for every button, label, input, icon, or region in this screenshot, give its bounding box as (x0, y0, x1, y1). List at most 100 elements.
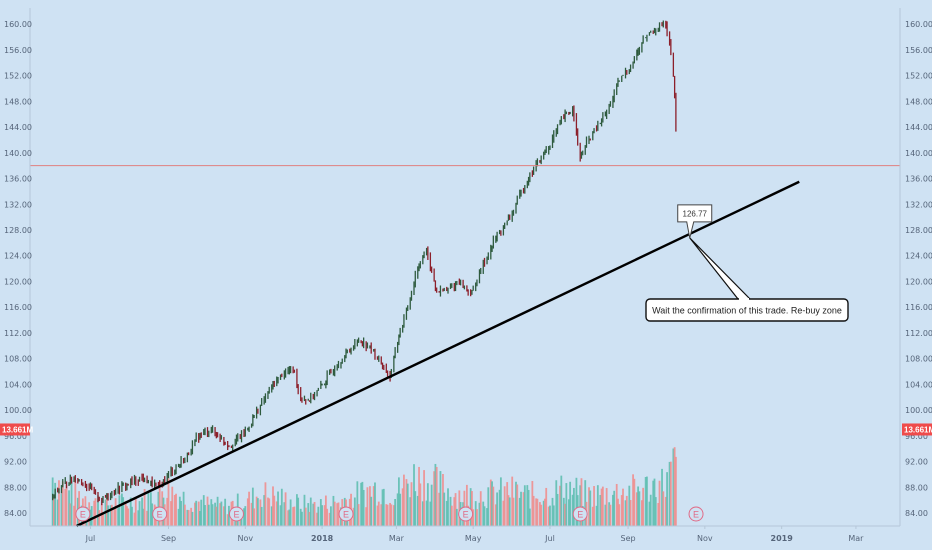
volume-bar (511, 476, 514, 526)
volume-bar (523, 485, 526, 526)
volume-bar (94, 498, 97, 526)
volume-bar (390, 504, 393, 526)
price-tick-left: 112.00 (4, 329, 32, 338)
price-tick-left: 88.00 (4, 483, 27, 492)
volume-bar (669, 461, 672, 526)
time-tick-label: Mar (389, 534, 405, 543)
volume-bar (202, 495, 205, 526)
volume-bar (288, 509, 291, 526)
volume-bar (579, 485, 582, 526)
volume-bar (113, 508, 116, 526)
volume-bar (381, 489, 384, 526)
price-tick-right: 96.00 (905, 432, 928, 441)
volume-bar (573, 487, 575, 526)
price-tick-left: 144.00 (4, 123, 32, 132)
volume-bar (588, 487, 590, 526)
volume-bar (357, 504, 360, 526)
volume-bar (195, 500, 198, 526)
volume-bar (649, 494, 652, 526)
volume-bar (434, 463, 437, 526)
volume-bar (206, 496, 209, 526)
volume-bar (190, 507, 193, 526)
earnings-marker (688, 506, 704, 522)
volume-bar (74, 481, 77, 526)
volume-bar (520, 491, 522, 526)
volume-bar (336, 503, 339, 526)
earnings-marker (458, 506, 474, 522)
volume-bar (435, 466, 438, 526)
volume-bar (277, 491, 279, 526)
volume-bar (301, 511, 303, 526)
price-tick-left: 148.00 (4, 97, 32, 106)
volume-bar (666, 472, 668, 526)
volume-bar (567, 499, 570, 526)
volume-bar (118, 495, 121, 526)
volume-bar (565, 483, 568, 526)
price-tick-left: 96.00 (4, 432, 27, 441)
volume-bar (56, 499, 59, 526)
price-tick-right: 100.00 (905, 406, 932, 415)
volume-bar (309, 497, 312, 526)
volume-bar (312, 503, 315, 526)
volume-bar (73, 505, 75, 526)
volume-bar (361, 481, 364, 526)
volume-bar (107, 505, 109, 526)
volume-bar (255, 496, 258, 526)
axes: 84.00 84.00 88.00 88.00 92.00 92.00 96.00 96.00… (0, 8, 932, 543)
volume-bar (405, 479, 408, 526)
volume-bar (528, 508, 531, 526)
volume-bar (508, 497, 511, 526)
price-tick-right: 116.00 (905, 303, 932, 312)
volume-bar (584, 480, 587, 526)
volume-bar (386, 504, 389, 526)
volume-bar (149, 492, 152, 526)
volume-bar (515, 481, 517, 526)
price-tick-right: 156.00 (905, 46, 932, 55)
volume-bar (653, 478, 656, 526)
volume-bar (601, 486, 604, 526)
volume-bar (526, 485, 529, 526)
volume-bar (648, 501, 651, 526)
volume-bar (369, 486, 371, 526)
price-tick-right: 112.00 (905, 329, 932, 338)
earnings-marker (572, 506, 588, 522)
volume-bar (280, 488, 283, 526)
volume-bar (224, 498, 227, 526)
volume-bar (413, 464, 415, 526)
volume-bar (58, 480, 60, 526)
volume-bar (429, 501, 432, 526)
volume-bar (360, 482, 363, 526)
volume-bar (138, 501, 141, 526)
volume-bar (376, 505, 379, 526)
volume-bar (219, 503, 222, 526)
volume-bar (498, 489, 501, 526)
volume-bar (672, 448, 675, 526)
volume-bar (317, 506, 320, 526)
volume-bar (98, 510, 101, 526)
volume-bar (618, 504, 621, 526)
volume-bar (211, 504, 214, 526)
volume-bar (382, 488, 385, 526)
volume-bar (527, 489, 530, 526)
volume-bar (253, 508, 256, 526)
price-tick-right: 108.00 (905, 355, 932, 364)
price-tick-left: 120.00 (4, 277, 32, 286)
volume-bar (220, 501, 223, 526)
volume-bar (178, 496, 181, 526)
earnings-marker-label: E (693, 510, 699, 520)
volume-bar (332, 495, 335, 526)
volume-bar (303, 494, 306, 526)
volume-bar (635, 492, 638, 526)
price-label-box (677, 204, 713, 239)
volume-bar (167, 478, 170, 526)
volume-bar (267, 497, 269, 526)
volume-bar (182, 491, 185, 526)
volume-bar (556, 493, 559, 526)
volume-bar (151, 503, 154, 526)
volume-bar (356, 481, 359, 526)
volume-bar (580, 478, 583, 526)
volume-bar (624, 500, 627, 526)
price-tick-left: 100.00 (4, 406, 32, 415)
volume-bar (93, 500, 96, 526)
